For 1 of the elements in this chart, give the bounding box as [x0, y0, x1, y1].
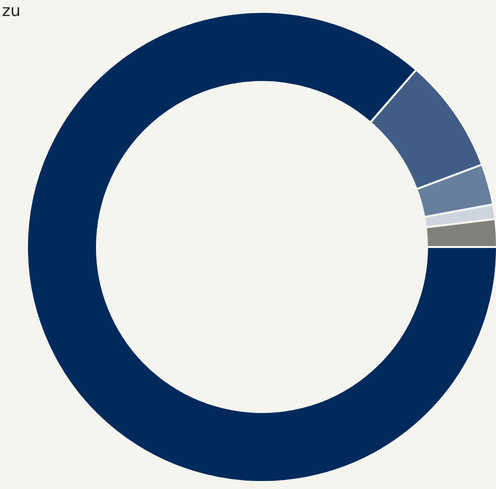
- chart-title: zu: [2, 1, 21, 20]
